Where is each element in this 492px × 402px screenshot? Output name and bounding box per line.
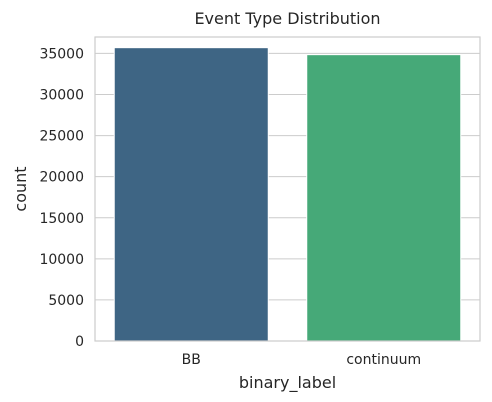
- x-axis-ticks: BB continuum: [182, 352, 422, 368]
- y-tick-label: 25000: [39, 129, 84, 145]
- y-tick-label: 5000: [48, 293, 84, 309]
- y-tick-label: 15000: [39, 211, 84, 227]
- x-tick-label: continuum: [346, 352, 421, 368]
- y-tick-label: 0: [75, 334, 84, 350]
- y-tick-label: 30000: [39, 88, 84, 104]
- plot-frame: [94, 36, 481, 342]
- y-tick-label: 35000: [39, 46, 84, 62]
- bar-continuum: [306, 54, 462, 342]
- bars: [113, 47, 462, 342]
- y-axis-ticks: 0 5000 10000 15000 20000 25000 30000 35000: [39, 46, 84, 350]
- chart-title: Event Type Distribution: [194, 9, 380, 28]
- y-tick-label: 10000: [39, 252, 84, 268]
- x-tick-label: BB: [182, 352, 201, 368]
- y-tick-label: 20000: [39, 170, 84, 186]
- x-axis-label: binary_label: [239, 373, 336, 393]
- bar-BB: [113, 47, 269, 342]
- y-axis-label: count: [11, 166, 30, 211]
